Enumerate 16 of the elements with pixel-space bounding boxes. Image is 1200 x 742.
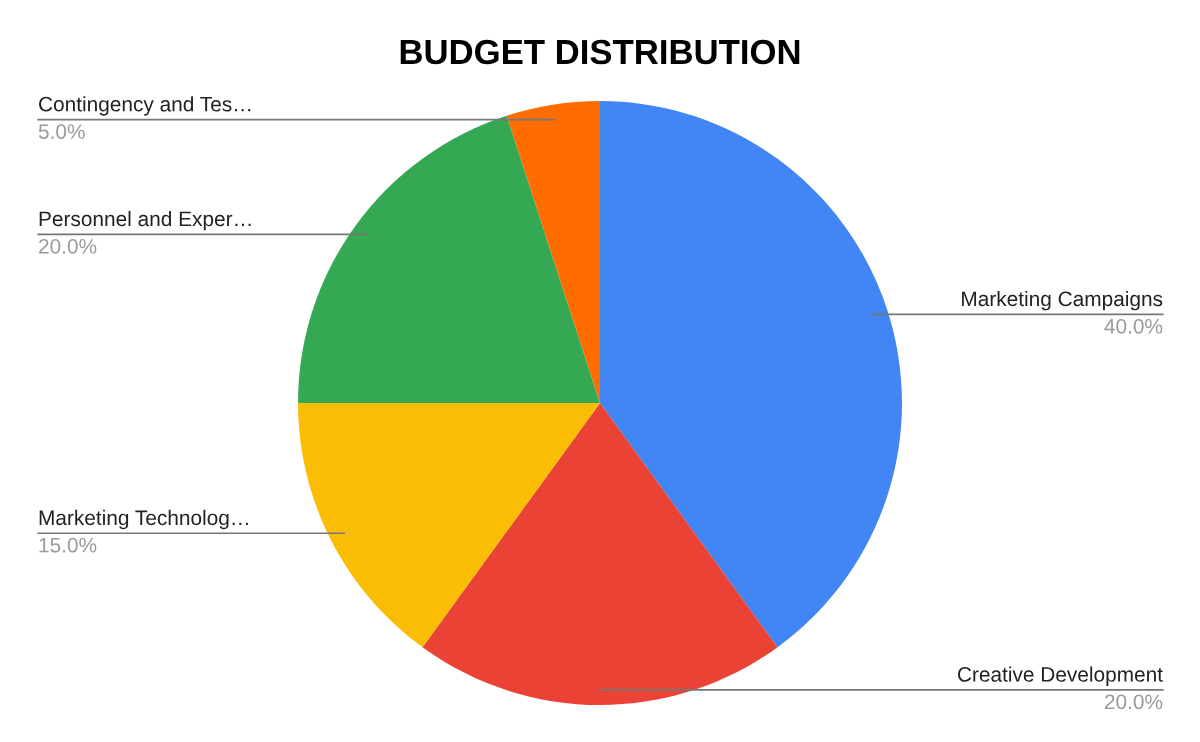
slice-label: Personnel and Exper… [39, 210, 251, 231]
data-label: 15.0% [39, 537, 97, 553]
chart-title: BUDGET DISTRIBUTION [400, 39, 800, 65]
slice-label: Contingency and Tes… [39, 96, 251, 116]
data-label: 5.0% [38, 124, 85, 139]
slice-label: Marketing Technolog… [39, 509, 248, 530]
pie-slice [506, 101, 600, 403]
slice-label: Creative Development [957, 666, 1163, 686]
pie-slice [600, 101, 902, 648]
data-label: 20.0% [1104, 694, 1163, 710]
slice-label: Marketing Campaigns [962, 290, 1163, 311]
pie-slice [422, 403, 778, 705]
data-label: 20.0% [39, 238, 97, 254]
data-label: 40.0% [1104, 318, 1163, 334]
pie-slice [298, 403, 600, 648]
pie-slice [298, 115, 600, 403]
